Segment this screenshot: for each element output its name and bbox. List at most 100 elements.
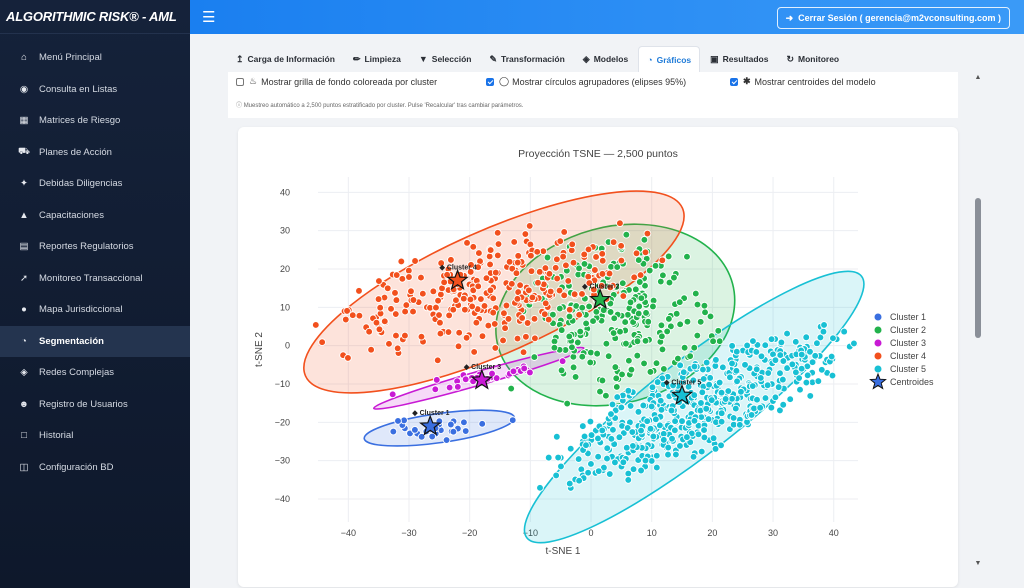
scatter-point (392, 331, 400, 340)
scatter-point (634, 256, 643, 264)
scatter-point (437, 259, 446, 267)
scatter-point (764, 369, 773, 377)
sidebar-item-reportes-regulatorios[interactable]: ▤ Reportes Regulatorios (0, 231, 190, 263)
robot-icon: ◉ (19, 83, 29, 95)
scatter-point (664, 252, 673, 261)
tab-seleccion[interactable]: ▼ Selección (411, 46, 480, 72)
scrollbar-thumb[interactable] (975, 198, 981, 338)
scatter-point (501, 324, 509, 333)
scatter-point (624, 476, 633, 484)
legend-marker (874, 365, 882, 373)
centroid-label: ◆ Cluster 4 (439, 265, 477, 272)
sidebar-item-registro-de-usuarios[interactable]: ☻ Registro de Usuarios (0, 389, 190, 421)
scatter-point (732, 366, 741, 375)
scatter-point (436, 329, 445, 338)
hamburger-menu-icon[interactable]: ☰ (202, 9, 216, 26)
scatter-point (819, 327, 828, 336)
scatter-point (648, 383, 657, 392)
sidebar-item-capacitaciones[interactable]: ▲ Capacitaciones (0, 200, 190, 232)
scatter-point (440, 278, 448, 287)
scatter-point (709, 337, 717, 346)
page-scrollbar[interactable]: ▲ ▼ (974, 74, 984, 568)
scatter-point (604, 352, 613, 361)
sidebar-item-planes-de-accion[interactable]: ⛟ Planes de Acción (0, 137, 190, 169)
sidebar-item-configuracion-bd[interactable]: ◫ Configuración BD (0, 452, 190, 484)
scatter-point (380, 317, 389, 326)
scatter-point (477, 295, 485, 303)
tab-resultados[interactable]: ▣ Resultados (702, 46, 776, 72)
scatter-point (646, 368, 655, 376)
scroll-up-icon[interactable]: ▲ (974, 74, 982, 81)
sidebar-item-debidas-diligencias[interactable]: ✦ Debidas Diligencias (0, 168, 190, 200)
sidebar-item-mapa-jurisdiccional[interactable]: ● Mapa Jurisdiccional (0, 294, 190, 326)
scatter-point (468, 302, 476, 311)
sidebar-item-menu-principal[interactable]: ⌂ Menú Principal (0, 42, 190, 74)
scatter-point (763, 381, 772, 390)
scatter-point (829, 334, 837, 343)
circle-notch-icon: ◯ (499, 76, 510, 86)
scatter-point (580, 432, 589, 441)
sidebar-item-label: Registro de Usuarios (39, 398, 128, 410)
tab-limpieza[interactable]: ✏ Limpieza (345, 46, 409, 72)
scroll-down-icon[interactable]: ▼ (974, 560, 982, 567)
scatter-point (568, 240, 577, 249)
tab-modelos[interactable]: ◈ Modelos (575, 46, 636, 72)
scatter-point (444, 328, 453, 336)
logout-button[interactable]: ➜ Cerrar Sesión ( gerencia@m2vconsulting… (776, 7, 1010, 29)
sidebar-item-monitoreo-transaccional[interactable]: ➚ Monitoreo Transaccional (0, 263, 190, 295)
centroids-option[interactable]: ✱ Mostrar centroides del modelo (730, 76, 876, 87)
scatter-point (670, 273, 678, 282)
scatter-point (642, 309, 650, 317)
circles-option[interactable]: ◯ Mostrar círculos agrupadores (elipses … (486, 76, 686, 87)
scatter-point (816, 333, 825, 342)
centroids-checkbox[interactable] (730, 77, 738, 86)
scatter-point (462, 333, 471, 342)
scatter-point (514, 252, 523, 260)
scatter-point (625, 356, 633, 365)
tab-monitoreo[interactable]: ↻ Monitoreo (778, 46, 847, 72)
scatter-point (669, 381, 677, 390)
sidebar-item-consulta-en-listas[interactable]: ◉ Consulta en Listas (0, 74, 190, 106)
tab-graficos[interactable]: ◔ Gráficos (638, 46, 701, 72)
scatter-point (658, 332, 666, 341)
tab-label: Monitoreo (798, 54, 840, 64)
scatter-point (806, 392, 815, 400)
scatter-point (545, 269, 554, 278)
scatter-point (649, 432, 658, 441)
tsne-scatter-chart[interactable]: −40 −30 −20 −10 0 10 20 30 40 −40 −30 −20 −10 0 10 20 30… (238, 127, 958, 567)
scatter-point (469, 242, 478, 251)
circles-checkbox[interactable] (486, 77, 494, 86)
scatter-point (432, 303, 440, 312)
sidebar-item-matrices-de-riesgo[interactable]: ▦ Matrices de Riesgo (0, 105, 190, 137)
cluster-ellipse (303, 190, 685, 394)
scatter-point (434, 296, 442, 305)
scatter-point (813, 339, 821, 348)
scatter-point (717, 441, 725, 450)
scatter-point (675, 298, 684, 307)
scatter-point (679, 368, 688, 377)
sidebar-item-redes-complejas[interactable]: ◈ Redes Complejas (0, 357, 190, 389)
scatter-point (733, 377, 741, 386)
scatter-point (372, 318, 381, 327)
scatter-point (385, 339, 393, 348)
scatter-point (482, 274, 491, 283)
scatter-point (589, 317, 597, 325)
sidebar-item-historial[interactable]: □ Historial (0, 420, 190, 452)
tab-transformacion[interactable]: ✎ Transformación (481, 46, 572, 72)
scatter-point (605, 269, 614, 278)
tab-carga-de-informacion[interactable]: ↥ Carga de Información (228, 46, 343, 72)
scatter-point (355, 287, 363, 295)
scatter-point (609, 329, 618, 337)
asterisk-icon: ✱ (743, 76, 751, 86)
sidebar-item-segmentacion[interactable]: ◔ Segmentación (0, 325, 190, 357)
scatter-point (402, 301, 411, 309)
scatter-point (432, 376, 441, 384)
scatter-point (569, 352, 578, 361)
scatter-point (686, 352, 694, 360)
grid-checkbox[interactable] (236, 77, 244, 86)
scatter-point (670, 426, 679, 435)
tab-label: Resultados (722, 54, 769, 64)
grid-option[interactable]: ♨ Mostrar grilla de fondo coloreada por … (236, 76, 437, 87)
scatter-point (522, 332, 530, 341)
scatter-point (709, 434, 718, 443)
